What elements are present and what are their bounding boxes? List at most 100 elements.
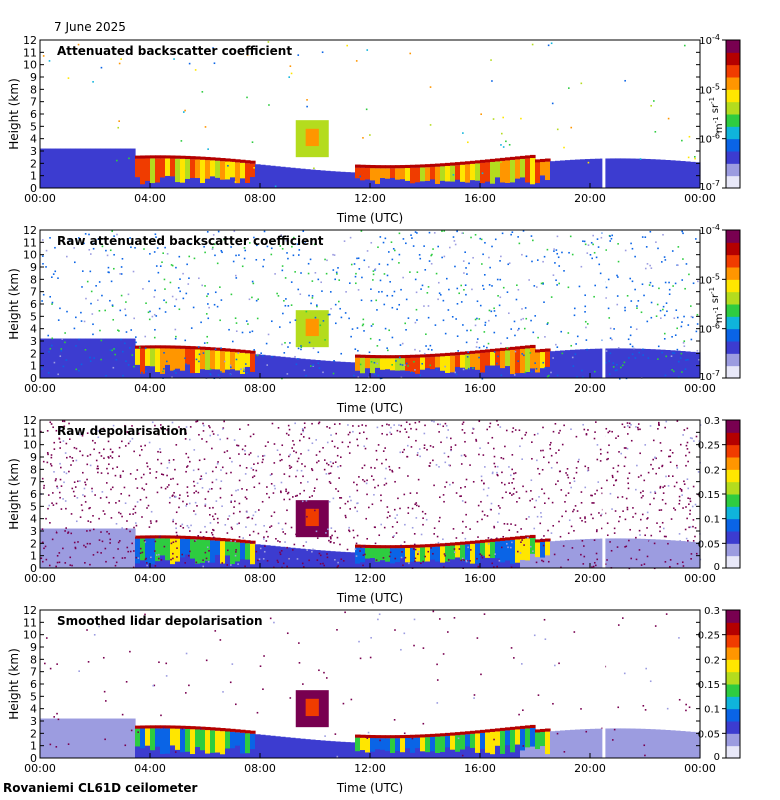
noise-speck <box>427 305 430 307</box>
noise-speck <box>67 532 69 534</box>
noise-speck <box>356 534 359 537</box>
noise-speck <box>487 442 490 444</box>
noise-speck <box>108 435 110 438</box>
noise-speck <box>500 342 502 345</box>
noise-speck <box>66 310 68 313</box>
cloud-top-cell <box>395 735 401 739</box>
noise-speck <box>617 464 620 467</box>
noise-speck <box>101 294 103 297</box>
noise-speck <box>124 744 127 747</box>
noise-speck <box>131 542 133 545</box>
cloud-top-cell <box>240 159 246 163</box>
noise-speck <box>689 513 691 515</box>
cloud-cell <box>245 733 251 754</box>
boundary-layer-cell <box>255 734 261 758</box>
boundary-layer-cell <box>90 718 96 758</box>
y-tick-label: 4 <box>30 703 37 716</box>
noise-speck <box>119 474 122 477</box>
noise-speck <box>508 482 510 484</box>
noise-speck <box>276 292 278 295</box>
colorbar-unit: m-1 sr-1 <box>708 287 725 323</box>
cloud-cell <box>440 356 446 371</box>
noise-speck <box>671 369 673 371</box>
noise-speck <box>117 329 119 332</box>
noise-speck <box>59 466 62 469</box>
noise-speck <box>263 230 266 233</box>
noise-speck <box>281 269 284 272</box>
noise-speck <box>476 341 478 344</box>
cloud-cell <box>380 738 386 750</box>
noise-speck <box>204 498 207 500</box>
cloud-top-cell <box>415 164 421 168</box>
noise-speck <box>358 476 360 478</box>
noise-speck <box>479 553 481 555</box>
noise-speck <box>512 478 515 480</box>
cloud-top-cell <box>205 726 211 731</box>
noise-speck <box>532 331 535 334</box>
noise-speck <box>680 352 683 355</box>
cloud-cell <box>370 358 376 374</box>
noise-speck <box>106 467 108 470</box>
noise-speck <box>391 364 393 366</box>
cloud-top-cell <box>200 536 206 540</box>
colorbar-tick-label: 10-6 <box>699 322 720 336</box>
noise-speck <box>203 458 206 461</box>
cloud-top-cell <box>420 354 426 358</box>
boundary-layer-cell <box>55 528 61 568</box>
noise-speck <box>375 449 378 452</box>
noise-speck <box>667 475 670 477</box>
noise-speck <box>88 233 90 236</box>
noise-speck <box>152 684 155 687</box>
noise-speck <box>417 478 420 481</box>
noise-speck <box>329 461 332 463</box>
noise-speck <box>491 80 493 82</box>
noise-speck <box>357 425 360 427</box>
cloud-cell <box>230 351 236 370</box>
noise-speck <box>349 431 351 434</box>
cloud-top-cell <box>435 543 441 547</box>
noise-speck <box>423 432 426 435</box>
noise-speck <box>537 467 539 470</box>
noise-speck <box>654 490 656 493</box>
x-tick-label: 08:00 <box>244 382 276 395</box>
cloud-cell <box>430 736 436 752</box>
noise-speck <box>405 362 408 365</box>
noise-speck <box>98 451 101 454</box>
noise-speck <box>175 511 178 514</box>
noise-speck <box>466 273 468 275</box>
boundary-layer-cell <box>560 730 566 758</box>
noise-speck <box>328 313 331 316</box>
noise-speck <box>617 496 619 499</box>
noise-speck <box>257 559 259 562</box>
noise-speck <box>108 271 110 274</box>
noise-speck <box>396 308 398 311</box>
cloud-top-cell <box>445 162 451 166</box>
noise-speck <box>57 319 60 321</box>
noise-speck <box>287 491 290 494</box>
noise-speck <box>202 536 205 538</box>
noise-speck <box>386 347 388 349</box>
cloud-top-cell <box>405 164 411 169</box>
noise-speck <box>444 365 446 368</box>
boundary-layer-cell <box>80 148 86 188</box>
noise-speck <box>422 517 424 520</box>
noise-speck <box>632 516 634 518</box>
noise-speck <box>65 359 68 361</box>
noise-speck <box>127 293 130 296</box>
noise-speck <box>604 361 607 364</box>
boundary-layer-cell <box>305 169 311 188</box>
noise-speck <box>220 347 222 350</box>
noise-speck <box>57 277 59 279</box>
noise-speck <box>473 694 476 696</box>
noise-speck <box>494 553 496 555</box>
noise-speck <box>585 326 587 329</box>
noise-speck <box>461 557 464 560</box>
noise-speck <box>520 528 522 530</box>
noise-speck <box>208 507 211 509</box>
noise-speck <box>311 297 314 299</box>
x-tick-label: 12:00 <box>354 572 386 585</box>
noise-speck <box>98 281 101 283</box>
y-tick-label: 2 <box>30 537 37 550</box>
noise-speck <box>89 270 92 273</box>
noise-speck <box>98 517 100 520</box>
